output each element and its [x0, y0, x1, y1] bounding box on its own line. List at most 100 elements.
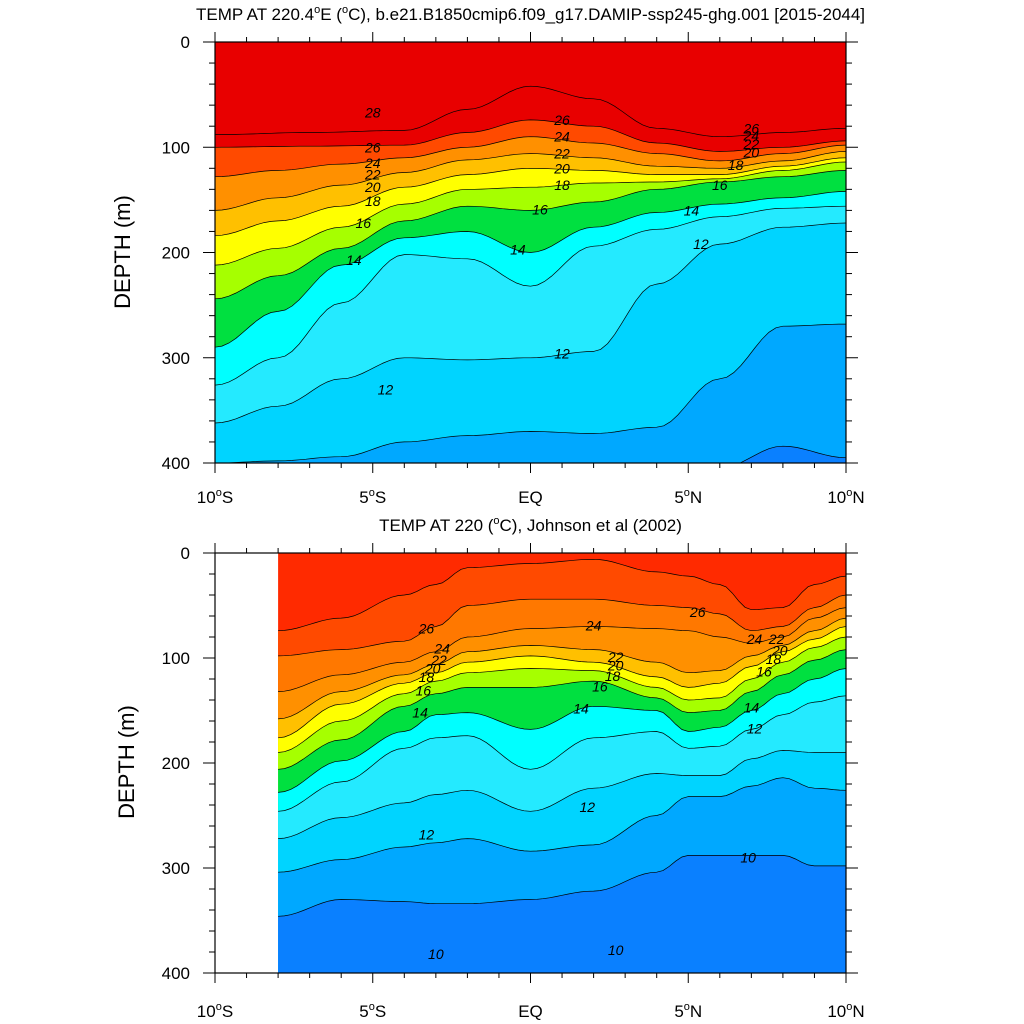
contour-label: 12 — [747, 720, 763, 736]
contour-label: 16 — [355, 215, 371, 231]
contour-label: 12 — [419, 826, 435, 842]
isotherm-11 — [215, 323, 846, 463]
isotherm-13 — [215, 205, 846, 386]
x-axis: 10oS 5oS EQ 5oN 10oN — [197, 32, 865, 507]
isotherm-22 — [278, 617, 846, 720]
contour-label: 24 — [364, 155, 381, 171]
contour-label: 10 — [608, 942, 624, 958]
y-tick-label: 200 — [162, 244, 190, 263]
contour-label: 24 — [585, 617, 602, 633]
contour-label: 20 — [424, 661, 441, 677]
contour-label: 20 — [607, 657, 624, 673]
x-tick-label: 5oN — [674, 1001, 702, 1021]
x-tick-label: 10oS — [197, 487, 233, 507]
x-tick-label: 10oN — [827, 487, 864, 507]
band-11 — [215, 324, 846, 463]
contour-label: 14 — [412, 705, 428, 721]
contour-label: 16 — [712, 177, 728, 193]
contour-label: 20 — [364, 179, 381, 195]
contour-label: 14 — [573, 700, 589, 716]
y-tick-label: 400 — [162, 454, 190, 473]
contour-label: 24 — [746, 631, 763, 647]
contour-label: 20 — [771, 643, 788, 659]
contour-label: 22 — [743, 136, 760, 152]
isotherm-13 — [278, 695, 846, 812]
isotherm-22 — [215, 151, 846, 211]
x-tick-label: 10oS — [197, 1001, 233, 1021]
x-tick-label: EQ — [518, 1002, 543, 1021]
contour-label: 18 — [365, 193, 381, 209]
isotherm-25 — [278, 594, 846, 657]
band-10 — [740, 446, 846, 463]
y-tick-label: 300 — [162, 349, 190, 368]
y-tick-label: 0 — [181, 544, 190, 563]
contour-label: 10 — [428, 946, 444, 962]
isotherm-14 — [215, 191, 846, 348]
contour-label: 26 — [553, 112, 570, 128]
contour-label: 14 — [684, 202, 700, 218]
y-tick-label: 200 — [162, 754, 190, 773]
contour-label: 20 — [553, 160, 570, 176]
contour-label: 10 — [740, 850, 756, 866]
isotherm-16 — [278, 649, 846, 770]
isotherm-11 — [278, 777, 846, 873]
y-axis: 0 100 200 300 400 — [162, 544, 858, 983]
isotherm-24 — [215, 136, 846, 178]
contour-label: 20 — [743, 145, 760, 161]
y-tick-label: 100 — [162, 649, 190, 668]
isotherm-10 — [278, 855, 846, 917]
contour-label: 26 — [418, 621, 435, 637]
contour-label: 16 — [592, 678, 608, 694]
y-axis-label: DEPTH (m) — [114, 705, 139, 819]
contour-label: 26 — [689, 604, 706, 620]
y-tick-label: 100 — [162, 138, 190, 157]
x-tick-label: 5oN — [674, 487, 702, 507]
isotherm-20 — [215, 157, 846, 237]
contour-label: 28 — [364, 105, 381, 121]
isotherm-18 — [215, 161, 846, 266]
chart-title: TEMP AT 220 (oC), Johnson et al (2002) — [379, 515, 682, 535]
contour-label: 26 — [743, 120, 760, 136]
contour-label: 22 — [768, 631, 785, 647]
contour-label: 14 — [744, 699, 760, 715]
isotherm-26 — [215, 119, 846, 152]
band-10 — [278, 855, 846, 973]
contour-label: 16 — [532, 201, 548, 217]
contour-label: 22 — [430, 652, 447, 668]
y-axis: 0 100 200 300 400 — [162, 33, 858, 473]
contour-label: 18 — [728, 157, 744, 173]
x-tick-label: 5oS — [359, 487, 386, 507]
contour-label: 14 — [510, 241, 526, 257]
isotherm-26 — [278, 558, 846, 632]
isotherm-18 — [278, 636, 846, 753]
contour-label: 12 — [378, 381, 394, 397]
contour-label: 18 — [605, 668, 621, 684]
contour-label: 12 — [554, 346, 570, 362]
y-axis-label: DEPTH (m) — [110, 195, 135, 309]
isotherm-28 — [215, 85, 846, 138]
x-axis: 10oS 5oS EQ 5oN 10oN — [197, 543, 865, 1021]
contour-label: 16 — [756, 664, 772, 680]
contour-label: 22 — [607, 649, 624, 665]
x-tick-label: EQ — [518, 488, 543, 507]
contour-label: 22 — [364, 167, 381, 183]
contour-label: 24 — [433, 641, 450, 657]
y-tick-label: 0 — [181, 33, 190, 52]
isotherm-24 — [278, 607, 846, 692]
isotherm-12 — [278, 750, 846, 839]
contour-label: 26 — [364, 139, 381, 155]
isotherm-12 — [215, 222, 846, 424]
isotherm-20 — [278, 626, 846, 739]
isotherm-16 — [215, 170, 846, 300]
y-tick-label: 300 — [162, 859, 190, 878]
contour-label: 18 — [419, 669, 435, 685]
x-tick-label: 10oN — [827, 1001, 864, 1021]
contour-label: 14 — [346, 252, 362, 268]
contour-label: 18 — [554, 177, 570, 193]
contour-label: 24 — [743, 128, 760, 144]
contour-label: 18 — [766, 651, 782, 667]
